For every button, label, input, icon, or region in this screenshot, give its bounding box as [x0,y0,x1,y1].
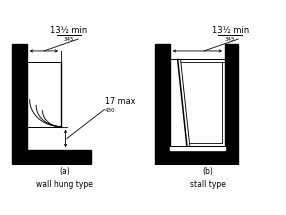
Text: (a)
wall hung type: (a) wall hung type [37,167,93,189]
Text: 430: 430 [105,108,116,113]
Text: (b)
stall type: (b) stall type [190,167,226,189]
Polygon shape [12,150,91,165]
Polygon shape [155,150,238,165]
Polygon shape [170,146,225,150]
Text: 345: 345 [63,37,74,42]
Text: 17 max: 17 max [105,97,136,106]
Polygon shape [12,44,27,150]
Polygon shape [155,44,170,150]
Text: 345: 345 [225,37,236,42]
Text: 13½ min: 13½ min [212,26,249,35]
Polygon shape [225,44,238,150]
Text: 13½ min: 13½ min [50,26,88,35]
